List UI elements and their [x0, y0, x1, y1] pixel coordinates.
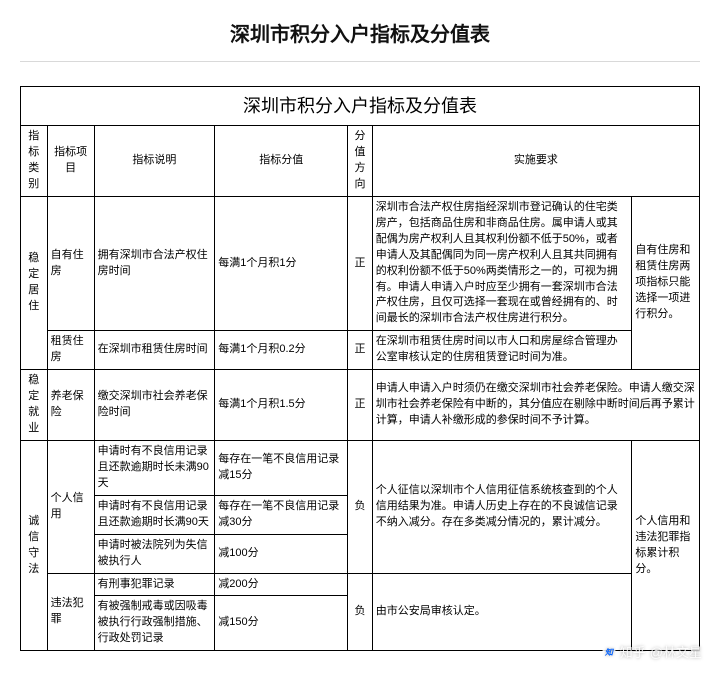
hdr-desc: 指标说明 — [94, 126, 215, 197]
score-table-wrap: 深圳市积分入户指标及分值表 指标类别 指标项目 指标说明 指标分值 分值方向 实… — [20, 86, 700, 651]
cell-note: 自有住房和租赁住房两项指标只能选择一项进行积分。 — [632, 196, 700, 369]
cell-dir: 正 — [348, 196, 373, 331]
cell-dir: 负 — [348, 573, 373, 651]
cell-item: 个人信用 — [47, 440, 94, 573]
cell-desc: 申请时被法院列为失信被执行人 — [94, 534, 215, 573]
table-row: 诚信守法 个人信用 申请时有不良信用记录且还款逾期时长未满90天 每存在一笔不良… — [21, 440, 700, 495]
hdr-dir: 分值方向 — [348, 126, 373, 197]
cell-score: 每满1个月积1.5分 — [215, 370, 348, 441]
table-row: 违法犯罪 有刑事犯罪记录 减200分 负 由市公安局审核认定。 — [21, 573, 700, 596]
cell-desc: 申请时有不良信用记录且还款逾期时长满90天 — [94, 495, 215, 534]
cell-category: 稳定居住 — [21, 196, 48, 369]
cell-item: 违法犯罪 — [47, 573, 94, 651]
hdr-score: 指标分值 — [215, 126, 348, 197]
cell-req: 深圳市合法产权住房指经深圳市登记确认的住宅类房产，包括商品住房和非商品住房。属申… — [372, 196, 632, 331]
cell-req: 个人征信以深圳市个人信用征信系统核查到的个人信用结果为准。申请人历史上存在的不良… — [372, 440, 632, 573]
cell-dir: 负 — [348, 440, 373, 573]
cell-score: 每满1个月积1分 — [215, 196, 348, 331]
cell-desc: 有刑事犯罪记录 — [94, 573, 215, 596]
cell-req: 在深圳市租赁住房时间以市人口和房屋综合管理办公室审核认定的住房租赁登记时间为准。 — [372, 331, 632, 370]
table-row: 租赁住房 在深圳市租赁住房时间 每满1个月积0.2分 正 在深圳市租赁住房时间以… — [21, 331, 700, 370]
hdr-item: 指标项目 — [47, 126, 94, 197]
cell-score: 每存在一笔不良信用记录减30分 — [215, 495, 348, 534]
cell-desc: 申请时有不良信用记录且还款逾期时长未满90天 — [94, 440, 215, 495]
cell-category: 诚信守法 — [21, 440, 48, 650]
table-caption-row: 深圳市积分入户指标及分值表 — [21, 87, 700, 126]
table-header-row: 指标类别 指标项目 指标说明 指标分值 分值方向 实施要求 — [21, 126, 700, 197]
page-title: 深圳市积分入户指标及分值表 — [20, 12, 700, 62]
cell-category: 稳定就业 — [21, 370, 48, 441]
cell-item: 养老保险 — [47, 370, 94, 441]
cell-desc: 拥有深圳市合法产权住房时间 — [94, 196, 215, 331]
cell-item: 租赁住房 — [47, 331, 94, 370]
cell-desc: 有被强制戒毒或因吸毒被执行行政强制措施、行政处罚记录 — [94, 596, 215, 651]
cell-item: 自有住房 — [47, 196, 94, 331]
hdr-category: 指标类别 — [21, 126, 48, 197]
cell-score: 每满1个月积0.2分 — [215, 331, 348, 370]
cell-score: 减200分 — [215, 573, 348, 596]
hdr-req: 实施要求 — [372, 126, 699, 197]
cell-desc: 在深圳市租赁住房时间 — [94, 331, 215, 370]
cell-score: 减100分 — [215, 534, 348, 573]
cell-score: 减150分 — [215, 596, 348, 651]
cell-dir: 正 — [348, 370, 373, 441]
table-row: 稳定就业 养老保险 缴交深圳市社会养老保险时间 每满1个月积1.5分 正 申请人… — [21, 370, 700, 441]
cell-note: 个人信用和违法犯罪指标累计积分。 — [632, 440, 700, 650]
cell-score: 每存在一笔不良信用记录减15分 — [215, 440, 348, 495]
cell-req: 申请人申请入户时须仍在缴交深圳市社会养老保险。申请人缴交深圳市社会养老保险有中断… — [372, 370, 699, 441]
table-row: 稳定居住 自有住房 拥有深圳市合法产权住房时间 每满1个月积1分 正 深圳市合法… — [21, 196, 700, 331]
cell-req: 由市公安局审核认定。 — [372, 573, 632, 651]
cell-dir: 正 — [348, 331, 373, 370]
cell-desc: 缴交深圳市社会养老保险时间 — [94, 370, 215, 441]
table-caption: 深圳市积分入户指标及分值表 — [21, 87, 700, 126]
score-table: 深圳市积分入户指标及分值表 指标类别 指标项目 指标说明 指标分值 分值方向 实… — [20, 86, 700, 651]
